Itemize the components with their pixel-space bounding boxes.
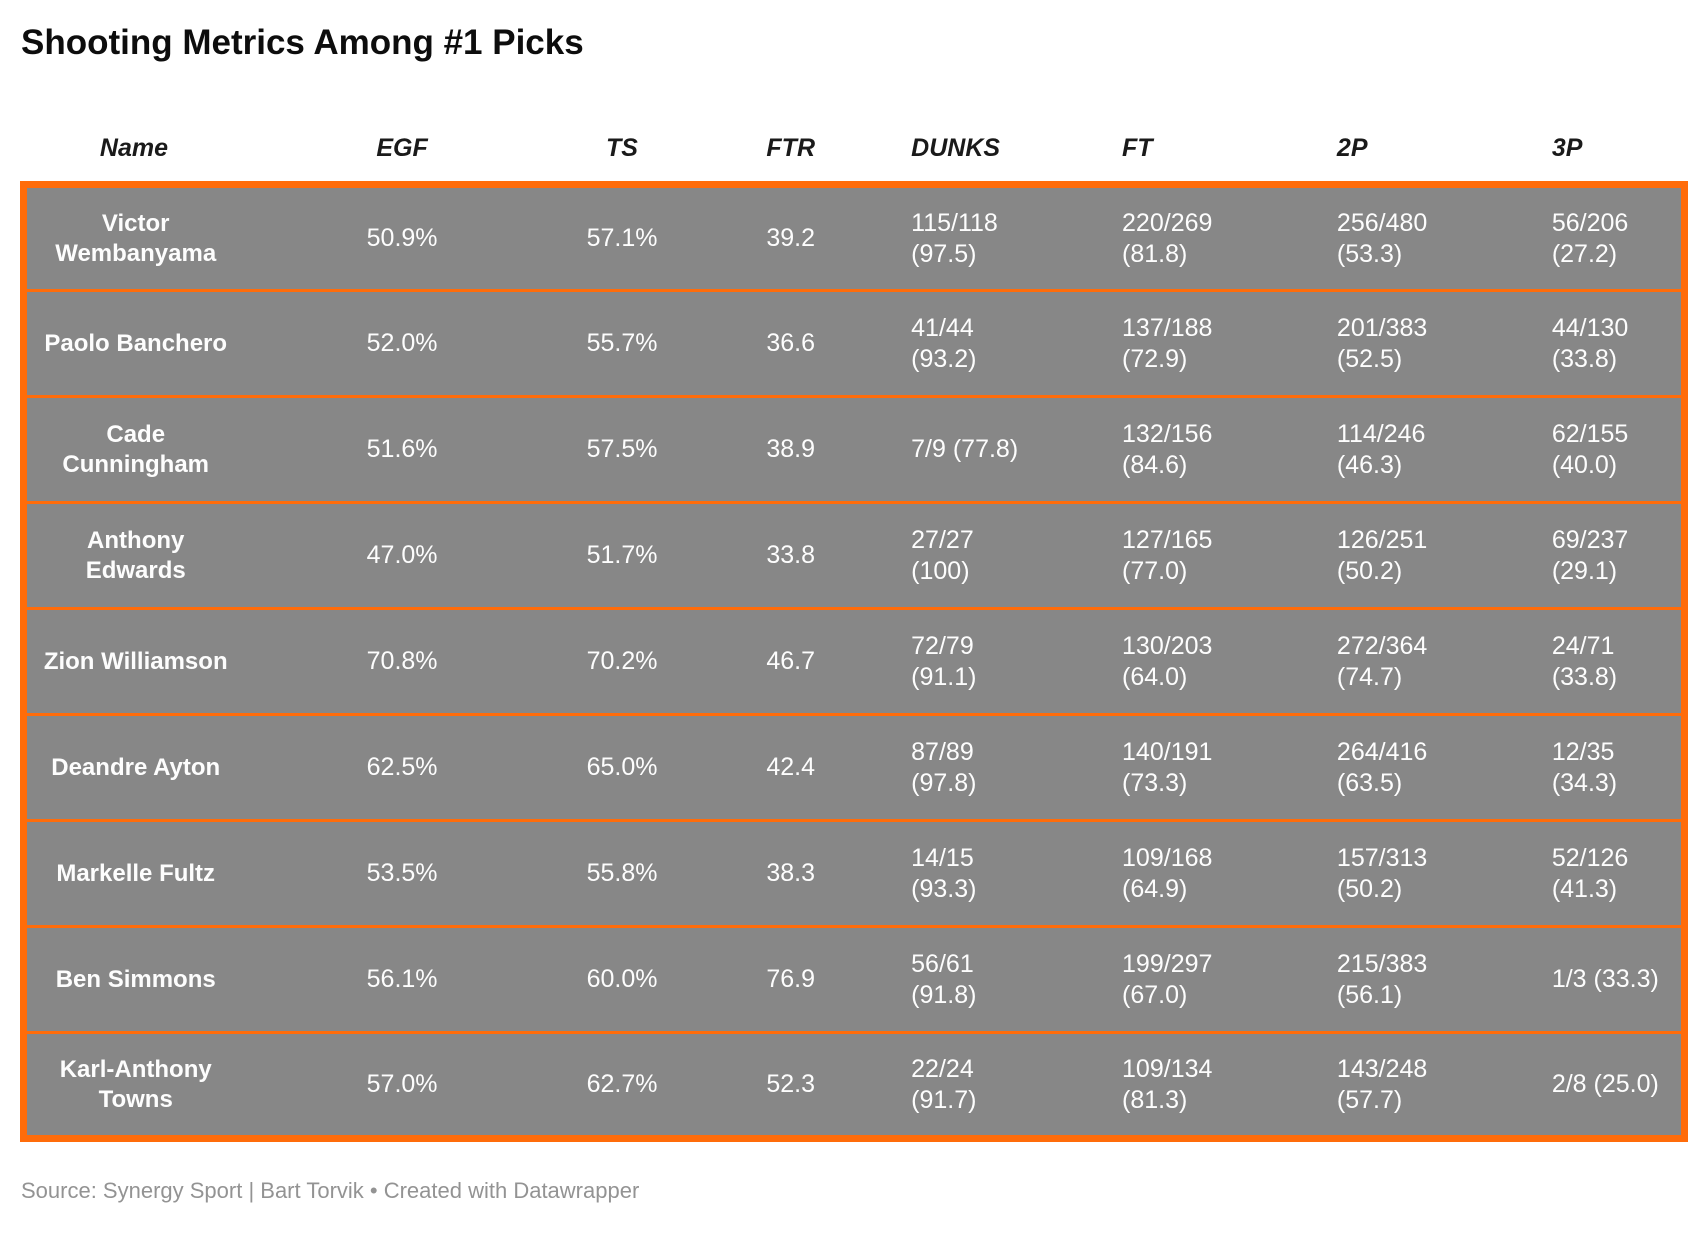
2p-cell: 143/248 (57.7) bbox=[1336, 1054, 1428, 1114]
ft-cell: 140/191 (73.3) bbox=[1122, 737, 1213, 797]
ft-cell: 132/156 (84.6) bbox=[1122, 419, 1213, 479]
source-attribution: Source: Synergy Sport | Bart Torvik • Cr… bbox=[21, 1178, 640, 1203]
dunks-cell: 115/118 (97.5) bbox=[911, 208, 998, 268]
metrics-table: Name EGF TS FTR DUNKS FT 2P 3P Victor We… bbox=[20, 64, 1688, 1142]
egf-cell: 70.8% bbox=[366, 647, 438, 675]
column-header-ftr: FTR bbox=[684, 64, 898, 185]
egf-cell: 53.5% bbox=[366, 859, 438, 887]
ts-cell: 55.8% bbox=[586, 859, 658, 887]
3p-cell: 12/35 (34.3) bbox=[1551, 737, 1618, 797]
egf-cell: 51.6% bbox=[366, 435, 438, 463]
ft-cell: 137/188 (72.9) bbox=[1122, 313, 1213, 373]
3p-cell: 24/71 (33.8) bbox=[1551, 631, 1618, 691]
column-header-ft: FT bbox=[1108, 64, 1323, 185]
player-name-cell: Markelle Fultz bbox=[56, 859, 216, 887]
dunks-cell: 7/9 (77.8) bbox=[911, 435, 1019, 463]
ftr-cell: 33.8 bbox=[766, 541, 816, 569]
header-row: Name EGF TS FTR DUNKS FT 2P 3P bbox=[23, 64, 1685, 185]
3p-cell: 69/237 (29.1) bbox=[1551, 525, 1629, 585]
player-name-cell: Victor Wembanyama bbox=[55, 209, 217, 267]
player-name-cell: Deandre Ayton bbox=[51, 753, 221, 781]
3p-cell: 52/126 (41.3) bbox=[1551, 843, 1629, 903]
column-header-dunks: DUNKS bbox=[897, 64, 1109, 185]
ts-cell: 57.5% bbox=[586, 435, 658, 463]
table-row: Victor Wembanyama 50.9% 57.1% 39.2 115/1… bbox=[24, 185, 1685, 291]
2p-cell: 126/251 (50.2) bbox=[1336, 525, 1428, 585]
egf-cell: 57.0% bbox=[366, 1070, 438, 1098]
egf-cell: 50.9% bbox=[366, 224, 438, 252]
ts-cell: 60.0% bbox=[586, 965, 658, 993]
dunks-cell: 87/89 (97.8) bbox=[911, 737, 977, 797]
dunks-cell: 14/15 (93.3) bbox=[911, 843, 977, 903]
2p-cell: 114/246 (46.3) bbox=[1336, 419, 1426, 479]
3p-cell: 44/130 (33.8) bbox=[1551, 313, 1629, 373]
dunks-cell: 22/24 (91.7) bbox=[911, 1054, 977, 1114]
3p-cell: 2/8 (25.0) bbox=[1551, 1070, 1659, 1098]
ts-cell: 70.2% bbox=[586, 647, 658, 675]
3p-cell: 62/155 (40.0) bbox=[1551, 419, 1629, 479]
column-header-name: Name bbox=[23, 64, 245, 185]
table-header: Name EGF TS FTR DUNKS FT 2P 3P bbox=[23, 64, 1685, 185]
player-name-cell: Anthony Edwards bbox=[85, 526, 186, 584]
3p-cell: 56/206 (27.2) bbox=[1551, 208, 1629, 268]
ts-cell: 55.7% bbox=[586, 329, 658, 357]
dunks-cell: 56/61 (91.8) bbox=[911, 949, 977, 1009]
2p-cell: 272/364 (74.7) bbox=[1336, 631, 1428, 691]
2p-cell: 201/383 (52.5) bbox=[1336, 313, 1428, 373]
player-name-cell: Ben Simmons bbox=[55, 965, 216, 993]
table-row: Ben Simmons 56.1% 60.0% 76.9 56/61 (91.8… bbox=[23, 926, 1685, 1033]
egf-cell: 47.0% bbox=[366, 541, 438, 569]
ft-cell: 220/269 (81.8) bbox=[1122, 208, 1213, 268]
ts-cell: 57.1% bbox=[586, 224, 658, 252]
egf-cell: 56.1% bbox=[366, 965, 438, 993]
ftr-cell: 36.6 bbox=[766, 329, 816, 357]
ftr-cell: 46.7 bbox=[766, 647, 816, 675]
ftr-cell: 76.9 bbox=[766, 965, 816, 993]
player-name-cell: Paolo Banchero bbox=[44, 329, 228, 357]
column-header-egf: EGF bbox=[244, 64, 560, 185]
ts-cell: 51.7% bbox=[586, 541, 658, 569]
dunks-cell: 41/44 (93.2) bbox=[911, 313, 977, 373]
table-row: Deandre Ayton 62.5% 65.0% 42.4 87/89 (97… bbox=[23, 714, 1685, 821]
table-row: Karl-Anthony Towns 57.0% 62.7% 52.3 22/2… bbox=[23, 1032, 1685, 1139]
player-name-cell: Cade Cunningham bbox=[62, 420, 210, 478]
dunks-cell: 72/79 (91.1) bbox=[911, 631, 977, 691]
ft-cell: 127/165 (77.0) bbox=[1122, 525, 1213, 585]
ftr-cell: 39.2 bbox=[766, 224, 816, 252]
chart-title: Shooting Metrics Among #1 Picks bbox=[21, 23, 584, 62]
ft-cell: 109/168 (64.9) bbox=[1122, 843, 1213, 903]
column-header-ts: TS bbox=[559, 64, 685, 185]
2p-cell: 256/480 (53.3) bbox=[1336, 208, 1428, 268]
table-row: Zion Williamson 70.8% 70.2% 46.7 72/79 (… bbox=[23, 608, 1685, 715]
2p-cell: 264/416 (63.5) bbox=[1336, 737, 1428, 797]
2p-cell: 215/383 (56.1) bbox=[1336, 949, 1428, 1009]
player-name-cell: Karl-Anthony Towns bbox=[59, 1055, 212, 1113]
column-header-2p: 2P bbox=[1322, 64, 1538, 185]
ftr-cell: 42.4 bbox=[766, 753, 816, 781]
ft-cell: 130/203 (64.0) bbox=[1122, 631, 1213, 691]
ft-cell: 109/134 (81.3) bbox=[1122, 1054, 1213, 1114]
table-row: Anthony Edwards 47.0% 51.7% 33.8 27/27 (… bbox=[23, 502, 1685, 609]
ftr-cell: 38.3 bbox=[766, 859, 816, 887]
table-row: Paolo Banchero 52.0% 55.7% 36.6 41/44 (9… bbox=[23, 290, 1685, 397]
dunks-cell: 27/27 (100) bbox=[911, 525, 974, 585]
3p-cell: 1/3 (33.3) bbox=[1551, 965, 1659, 993]
table-row: Cade Cunningham 51.6% 57.5% 38.9 7/9 (77… bbox=[23, 396, 1685, 503]
ftr-cell: 38.9 bbox=[766, 435, 816, 463]
2p-cell: 157/313 (50.2) bbox=[1336, 843, 1428, 903]
ftr-cell: 52.3 bbox=[766, 1070, 816, 1098]
ts-cell: 65.0% bbox=[586, 753, 658, 781]
ts-cell: 62.7% bbox=[586, 1070, 658, 1098]
egf-cell: 62.5% bbox=[366, 753, 438, 781]
table-body: Victor Wembanyama 50.9% 57.1% 39.2 115/1… bbox=[23, 184, 1685, 1139]
player-name-cell: Zion Williamson bbox=[43, 647, 228, 675]
egf-cell: 52.0% bbox=[366, 329, 438, 357]
table-row: Markelle Fultz 53.5% 55.8% 38.3 14/15 (9… bbox=[23, 820, 1685, 927]
column-header-3p: 3P bbox=[1537, 64, 1685, 185]
ft-cell: 199/297 (67.0) bbox=[1122, 949, 1213, 1009]
